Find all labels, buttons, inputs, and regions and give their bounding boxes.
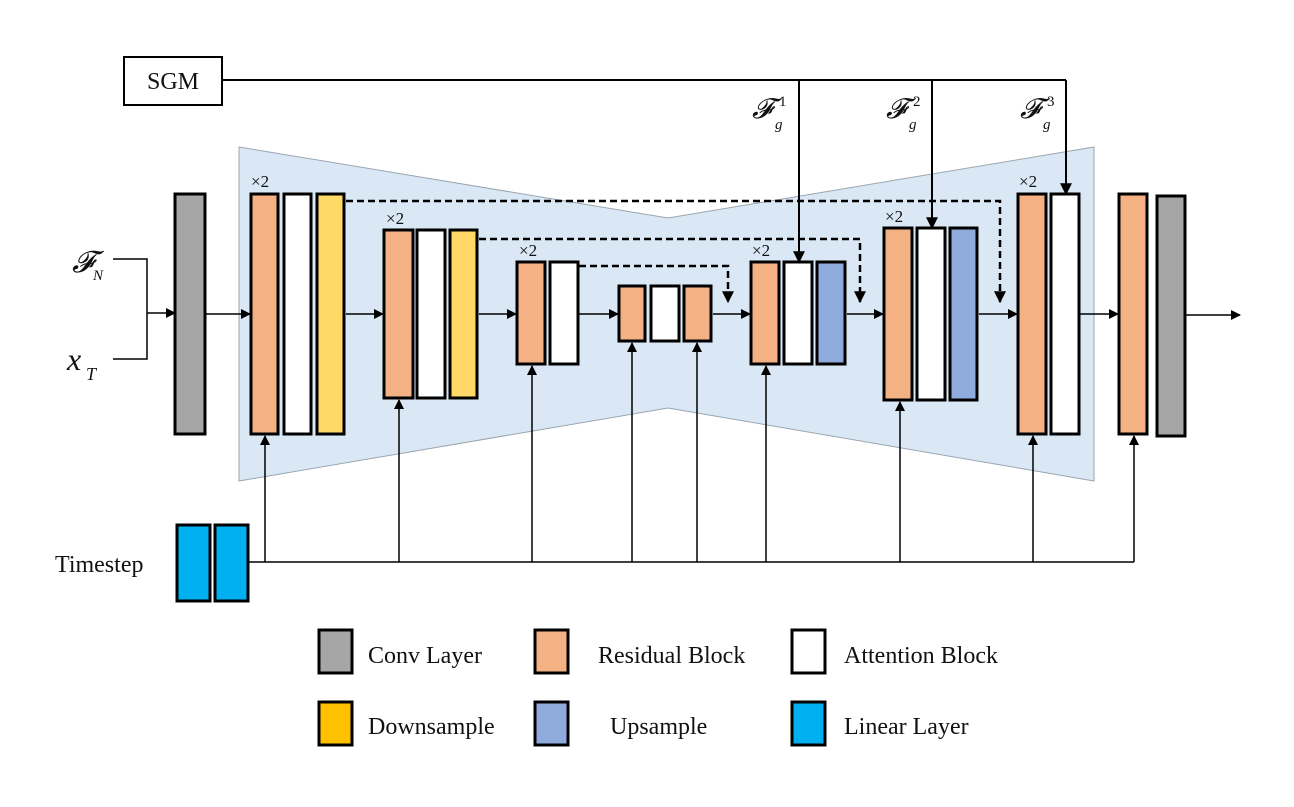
- legend-conv-label: Conv Layer: [368, 643, 482, 669]
- svg-text:×2: ×2: [386, 209, 404, 228]
- enc3-attention-block: [548, 260, 580, 366]
- legend-downsample-swatch: [317, 700, 354, 747]
- svg-text:g: g: [775, 117, 783, 133]
- legend-residual-swatch: [533, 628, 570, 675]
- skip-connections: [346, 199, 1006, 304]
- dec1-attention-block: [782, 260, 814, 366]
- svg-text:N: N: [92, 268, 104, 284]
- enc2-residual-block: [382, 228, 415, 400]
- fg3-label: 𝓕 g 3: [1020, 94, 1055, 133]
- legend-conv-swatch: [317, 628, 354, 675]
- dec2-upsample: [948, 226, 979, 402]
- svg-text:×2: ×2: [251, 172, 269, 191]
- output-conv-layer: [1155, 194, 1187, 438]
- enc2-attention-block: [415, 228, 447, 400]
- enc1-attention-block: [282, 192, 313, 436]
- legend-downsample-label: Downsample: [368, 714, 495, 740]
- main-path-arrows: [205, 309, 1241, 320]
- legend-residual-label: Residual Block: [598, 643, 745, 669]
- svg-text:×2: ×2: [1019, 172, 1037, 191]
- legend-upsample-swatch: [533, 700, 570, 747]
- enc1-downsample: [315, 192, 346, 436]
- legend-attention-label: Attention Block: [844, 643, 998, 669]
- legend-linear-swatch: [790, 700, 827, 747]
- input-conv-layer: [173, 192, 207, 436]
- svg-text:×2: ×2: [519, 241, 537, 260]
- dec3-attention-block: [1049, 192, 1081, 436]
- timestep-label: Timestep: [55, 552, 143, 578]
- mid-residual-block-2: [682, 284, 713, 343]
- fg2-label: 𝓕 g 2: [886, 94, 921, 133]
- input-fn-label: 𝓕 N: [72, 246, 105, 284]
- svg-text:×2: ×2: [752, 241, 770, 260]
- dec2-residual-block: [882, 226, 914, 402]
- svg-text:2: 2: [913, 94, 921, 110]
- dec2-attention-block: [915, 226, 947, 402]
- mid-residual-block-1: [617, 284, 647, 343]
- legend-attention-swatch: [790, 628, 827, 675]
- input-xt-label: x T: [66, 341, 98, 384]
- svg-text:g: g: [1043, 117, 1051, 133]
- dec1-upsample: [815, 260, 847, 366]
- enc3-residual-block: [515, 260, 547, 366]
- dec3-residual-block: [1016, 192, 1048, 436]
- network-blocks: [173, 192, 1187, 438]
- timestep-linear-2: [213, 523, 250, 603]
- svg-text:×2: ×2: [885, 207, 903, 226]
- multiplier-labels: ×2 ×2 ×2 ×2 ×2 ×2: [251, 172, 1037, 260]
- input-merge-lines: [113, 258, 176, 360]
- svg-text:3: 3: [1047, 94, 1055, 110]
- legend: Conv Layer Residual Block Attention Bloc…: [317, 628, 998, 747]
- sgm-label: SGM: [147, 69, 199, 95]
- output-residual-block: [1117, 192, 1149, 436]
- timestep-lines: [248, 342, 1139, 563]
- dec1-residual-block: [749, 260, 781, 366]
- timestep-linear-1: [175, 523, 212, 603]
- legend-linear-label: Linear Layer: [844, 714, 969, 740]
- svg-text:x: x: [66, 341, 81, 377]
- enc1-residual-block: [249, 192, 280, 436]
- sgm-guidance-lines: [222, 79, 1072, 264]
- svg-text:g: g: [909, 117, 917, 133]
- svg-text:1: 1: [779, 94, 787, 110]
- svg-text:T: T: [86, 364, 98, 384]
- mid-attention-block: [649, 284, 681, 343]
- enc2-downsample: [448, 228, 479, 400]
- fg1-label: 𝓕 g 1: [752, 94, 787, 133]
- legend-upsample-label: Upsample: [610, 714, 707, 740]
